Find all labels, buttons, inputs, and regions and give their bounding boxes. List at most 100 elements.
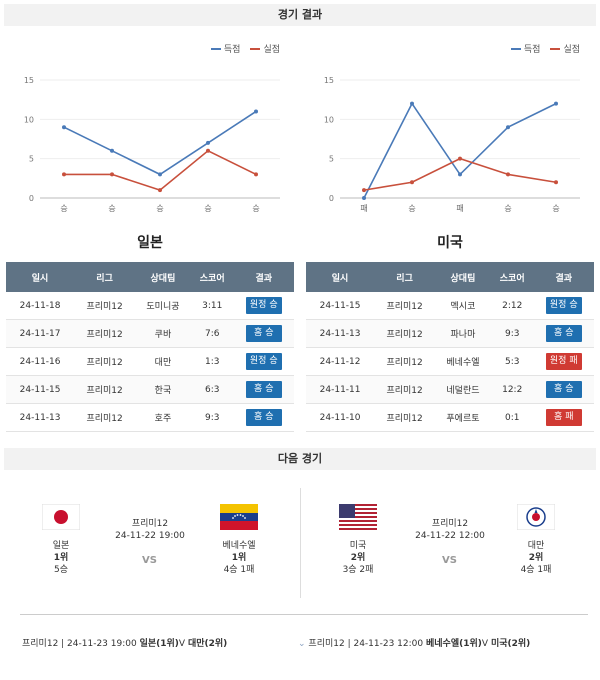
japan-chart-panel: 득점 실점 0 5 10 15 승 승 승 승 승 [10, 38, 290, 218]
match-info: 프리미12 24-11-22 19:00 [90, 518, 210, 542]
data-point [554, 101, 558, 106]
summary-vs: V [178, 639, 186, 649]
legend-conceded-swatch [550, 47, 561, 50]
cell-score: 12:2 [490, 375, 534, 404]
x-tick-label: 승 [252, 204, 259, 213]
cell-score: 0:1 [490, 403, 534, 432]
table-row: 24-11-17 프리미12 쿠바 7:6 홈 승 [6, 319, 294, 348]
legend-scored-swatch [510, 47, 521, 50]
summary-vs: V [481, 639, 489, 649]
japan-line-chart: 0 5 10 15 승 승 승 승 승 [24, 76, 280, 213]
match-info: 프리미12 24-11-22 12:00 [390, 518, 510, 542]
result-badge: 홈 승 [245, 409, 282, 426]
cell-score: 9:3 [490, 319, 534, 348]
series-line-scored [63, 110, 257, 176]
data-point [62, 125, 66, 130]
chart-legend: 득점 실점 [210, 42, 280, 55]
legend-scored-swatch [210, 47, 221, 50]
summary-opponent: 미국(2위) [490, 639, 531, 649]
result-badge: 홈 승 [245, 325, 282, 342]
next-match-left[interactable]: 일본 1위 5승 프리미12 24-11-22 19:00 VS 베네수엘 1위… [0, 488, 290, 598]
cell-opponent: 베네수엘 [435, 347, 491, 376]
results-section-header: 경기 결과 [4, 4, 596, 26]
cell-result: 홈 승 [233, 375, 294, 404]
data-point [110, 148, 114, 153]
y-tick-label: 5 [329, 155, 334, 164]
next-match-right[interactable]: 미국 2위 3승 2패 프리미12 24-11-22 12:00 VS 대만 2… [300, 488, 590, 598]
table-header-row: 일시 리그 상대팀 스코어 결과 [306, 262, 594, 292]
col-league: 리그 [74, 262, 136, 292]
cell-opponent: 도미니공 [135, 292, 191, 320]
cell-opponent: 대만 [135, 347, 191, 376]
away-team-name: 베네수엘 [222, 541, 256, 551]
y-tick-label: 0 [29, 194, 34, 203]
japan-team-title: 일본 [137, 235, 163, 251]
col-opponent: 상대팀 [135, 262, 191, 292]
legend-scored-label: 득점 [223, 45, 241, 55]
japan-results-table: 일시 리그 상대팀 스코어 결과 24-11-18 프리미12 도미니공 3:11 원정… [6, 262, 294, 432]
cell-result: 원정 승 [233, 347, 294, 376]
cell-result: 원정 승 [233, 292, 294, 320]
table-row: 24-11-13 프리미12 파나마 9:3 홈 승 [306, 319, 594, 348]
data-point [458, 172, 462, 177]
divider [300, 488, 301, 598]
data-point [158, 172, 162, 177]
cell-date: 24-11-13 [306, 319, 375, 348]
x-tick-label: 패 [456, 203, 463, 213]
cell-league: 프리미12 [74, 319, 136, 348]
data-point [410, 180, 414, 185]
home-team-name: 일본 [52, 541, 70, 551]
data-point [62, 172, 66, 177]
usa-flag-icon [339, 504, 377, 530]
divider [20, 614, 588, 615]
y-tick-label: 15 [324, 76, 334, 85]
cell-opponent: 푸에르토 [435, 403, 491, 432]
summary-right[interactable]: ⌄ 프리미12 | 24-11-23 12:00 베네수엘(1위)V 미국(2위… [298, 636, 530, 649]
legend-scored-label: 득점 [523, 45, 541, 55]
result-badge: 원정 승 [245, 353, 282, 370]
data-point [254, 109, 258, 114]
data-point [506, 172, 510, 177]
chevron-down-icon: ⌄ [298, 639, 306, 649]
cell-league: 프리미12 [74, 375, 136, 404]
cell-score: 2:12 [490, 292, 534, 320]
summary-left[interactable]: 프리미12 | 24-11-23 19:00 일본(1위)V 대만(2위) [22, 636, 227, 649]
x-tick-label: 패 [360, 203, 367, 213]
usa-results-table: 일시 리그 상대팀 스코어 결과 24-11-15 프리미12 멕시코 2:12 원정 … [306, 262, 594, 432]
cell-date: 24-11-13 [6, 403, 75, 432]
data-point [554, 180, 558, 185]
cell-score: 5:3 [490, 347, 534, 376]
col-date: 일시 [306, 262, 375, 292]
cell-score: 9:3 [190, 403, 234, 432]
legend-scored: 득점 [510, 42, 541, 55]
cell-score: 3:11 [190, 292, 234, 320]
match-datetime: 24-11-22 12:00 [415, 531, 485, 541]
home-team-record: 3승 2패 [342, 565, 374, 575]
away-team-rank: 2위 [528, 553, 544, 563]
y-tick-label: 10 [24, 115, 34, 124]
x-tick-label: 승 [552, 204, 559, 213]
cell-date: 24-11-10 [306, 403, 375, 432]
cell-date: 24-11-15 [306, 292, 375, 320]
data-point [206, 140, 210, 145]
data-point [158, 188, 162, 193]
home-team-info: 미국 2위 3승 2패 [318, 540, 398, 576]
cell-score: 7:6 [190, 319, 234, 348]
venezuela-flag-icon [220, 504, 258, 530]
result-badge: 홈 승 [545, 325, 582, 342]
table-row: 24-11-18 프리미12 도미니공 3:11 원정 승 [6, 292, 294, 320]
cell-result: 홈 패 [533, 403, 594, 432]
match-league: 프리미12 [431, 519, 469, 529]
y-tick-label: 5 [29, 155, 34, 164]
data-point [410, 101, 414, 106]
legend-conceded-label: 실점 [263, 45, 280, 55]
data-point [362, 188, 366, 193]
x-tick-label: 승 [156, 204, 163, 213]
cell-result: 홈 승 [533, 319, 594, 348]
x-tick-label: 승 [504, 204, 511, 213]
table-row: 24-11-13 프리미12 호주 9:3 홈 승 [6, 403, 294, 432]
away-team-info: 베네수엘 1위 4승 1패 [199, 540, 279, 576]
cell-result: 원정 패 [533, 347, 594, 376]
col-date: 일시 [6, 262, 75, 292]
cell-league: 프리미12 [74, 403, 136, 432]
